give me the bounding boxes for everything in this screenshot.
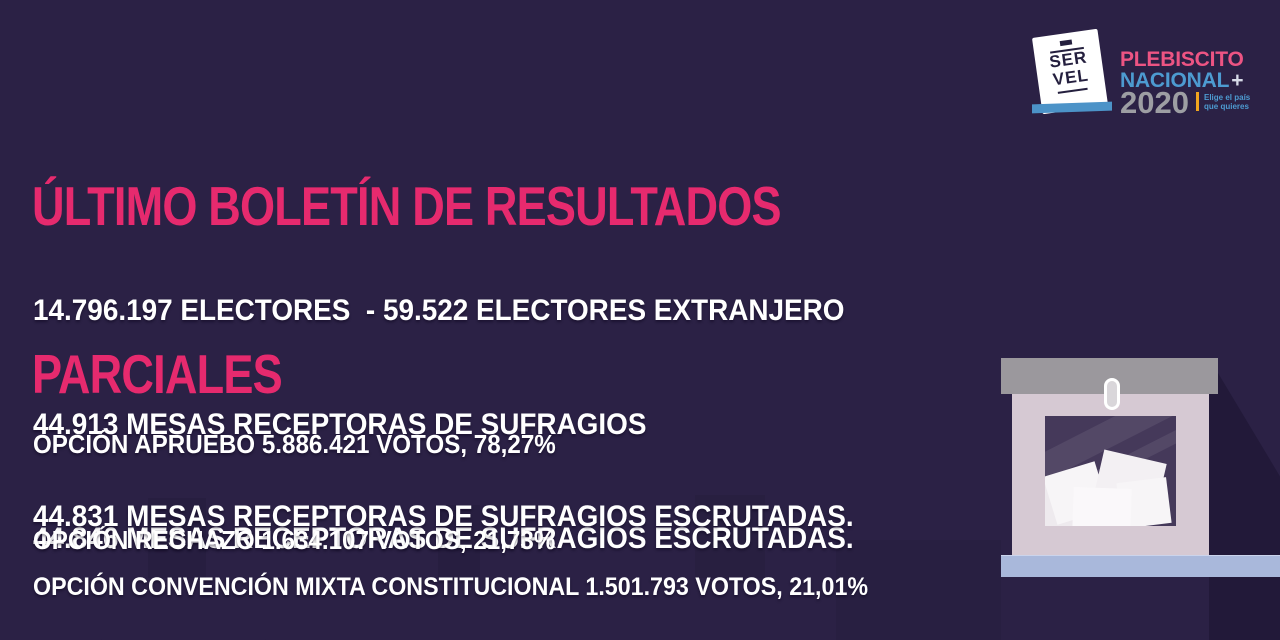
page-title-line-1: ÚLTIMO BOLETÍN DE RESULTADOS: [32, 175, 782, 237]
summary-line: 44.846 MESAS RECEPTORAS DE SUFRAGIOS ESC…: [33, 522, 854, 555]
slogan-divider: [1196, 92, 1199, 111]
ballot-box-slot-inner: [1107, 381, 1117, 407]
ballot-box-illustration: [1001, 358, 1280, 640]
wordmark-nacional: NACIONAL+: [1120, 69, 1244, 92]
convention-heading: 44.831 MESAS RECEPTORAS DE SUFRAGIOS ESC…: [33, 500, 854, 533]
electorate-summary: 14.796.197 ELECTORES - 59.522 ELECTORES …: [33, 216, 1149, 634]
summary-line: 44.913 MESAS RECEPTORAS DE SUFRAGIOS: [33, 408, 647, 441]
plus-sign: +: [1231, 69, 1244, 92]
summary-line: 14.796.197 ELECTORES - 59.522 ELECTORES …: [33, 294, 845, 327]
wordmark-plebiscito: PLEBISCITO: [1120, 48, 1244, 71]
convention-option-line: OPCIÓN CONVENCIÓN MIXTA CONSTITUCIONAL 1…: [33, 573, 869, 601]
ballot-box-window: [1045, 416, 1176, 526]
ballot-paper: [1072, 487, 1132, 526]
ballot-mark-icon: [1059, 39, 1073, 47]
slogan-line-2: que quieres: [1204, 102, 1249, 111]
ballot-rule-line: [1057, 87, 1088, 94]
background-silhouette: [695, 495, 765, 578]
plebiscite-option-line: OPCIÓN RECHAZO 1.634.107 VOTOS, 21,73%: [33, 525, 556, 555]
plebiscite-option-line: OPCIÓN APRUEBO 5.886.421 VOTOS, 78,27%: [33, 429, 556, 459]
table-shelf: [1001, 555, 1280, 577]
background-silhouette: [438, 505, 480, 578]
servel-text-vel: VEL: [1051, 65, 1091, 90]
slogan: Elige el país que quieres: [1204, 93, 1250, 111]
wordmark-year: 2020: [1120, 85, 1189, 120]
slogan-line-1: Elige el país: [1204, 93, 1251, 102]
background-silhouette: [836, 540, 1001, 640]
plebiscite-results: OPCIÓN APRUEBO 5.886.421 VOTOS, 78,27% O…: [33, 364, 1056, 620]
wordmark-nacional-text: NACIONAL: [1120, 69, 1230, 92]
page-title: ÚLTIMO BOLETÍN DE RESULTADOS PARCIALES: [32, 66, 1180, 514]
convention-results: 44.831 MESAS RECEPTORAS DE SUFRAGIOS ESC…: [33, 463, 1149, 640]
page-title-line-2: PARCIALES: [32, 343, 283, 405]
background-silhouette: [148, 498, 206, 578]
ballot-box-slot: [1104, 378, 1120, 410]
